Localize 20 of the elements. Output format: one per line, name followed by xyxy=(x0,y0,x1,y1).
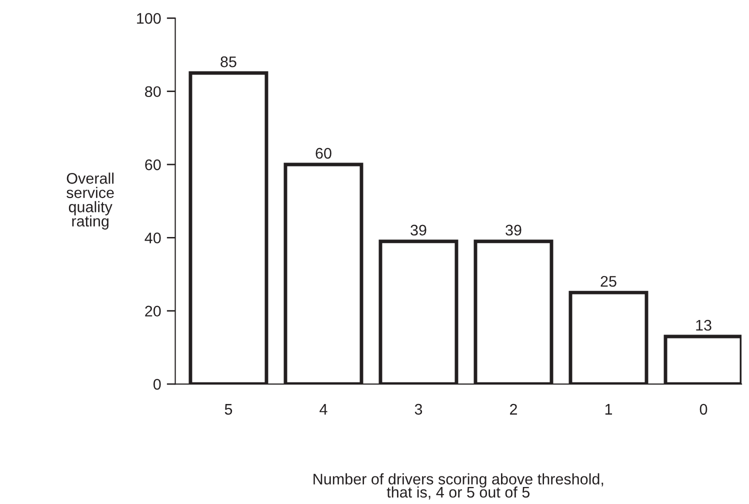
x-tick-label: 3 xyxy=(414,404,422,415)
data-label: 39 xyxy=(506,224,522,236)
x-tick-label: 0 xyxy=(700,404,708,415)
data-label: 25 xyxy=(600,276,616,287)
data-label: 60 xyxy=(316,148,332,159)
x-tick-label: 2 xyxy=(510,404,517,415)
y-tick-label: 100 xyxy=(137,13,161,24)
y-tick-label: 40 xyxy=(144,232,161,244)
y-tick-label: 20 xyxy=(145,306,161,317)
data-label: 85 xyxy=(220,56,236,68)
x-axis-title: Number of drivers scoring above threshold, that is, 4 or 5 out of 5 xyxy=(314,473,604,500)
y-tick-label: 60 xyxy=(145,159,161,170)
data-label: 39 xyxy=(410,224,426,236)
x-tick-label: 4 xyxy=(320,404,328,415)
y-tick-label: 80 xyxy=(145,86,161,98)
y-axis-title: Overall service quality rating xyxy=(66,172,114,230)
data-label: 13 xyxy=(696,320,712,331)
x-tick-label: 5 xyxy=(224,404,232,415)
y-tick-label: 0 xyxy=(153,378,161,390)
x-tick-label: 1 xyxy=(605,404,612,415)
